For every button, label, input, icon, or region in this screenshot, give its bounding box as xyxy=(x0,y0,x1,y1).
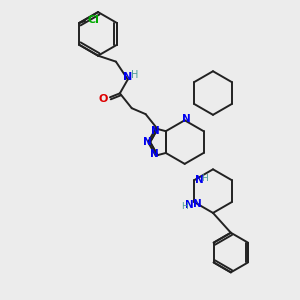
Text: O: O xyxy=(98,94,108,104)
Text: N: N xyxy=(193,199,202,209)
Text: H: H xyxy=(201,174,207,183)
Text: H: H xyxy=(131,70,138,80)
Text: Cl: Cl xyxy=(87,15,99,25)
Text: N: N xyxy=(151,126,160,136)
Text: N: N xyxy=(123,73,132,82)
Text: N: N xyxy=(143,137,152,147)
Text: N: N xyxy=(150,149,159,159)
Text: N: N xyxy=(182,114,191,124)
Text: N: N xyxy=(195,175,203,185)
Text: H: H xyxy=(181,202,188,211)
Text: N: N xyxy=(185,200,194,210)
